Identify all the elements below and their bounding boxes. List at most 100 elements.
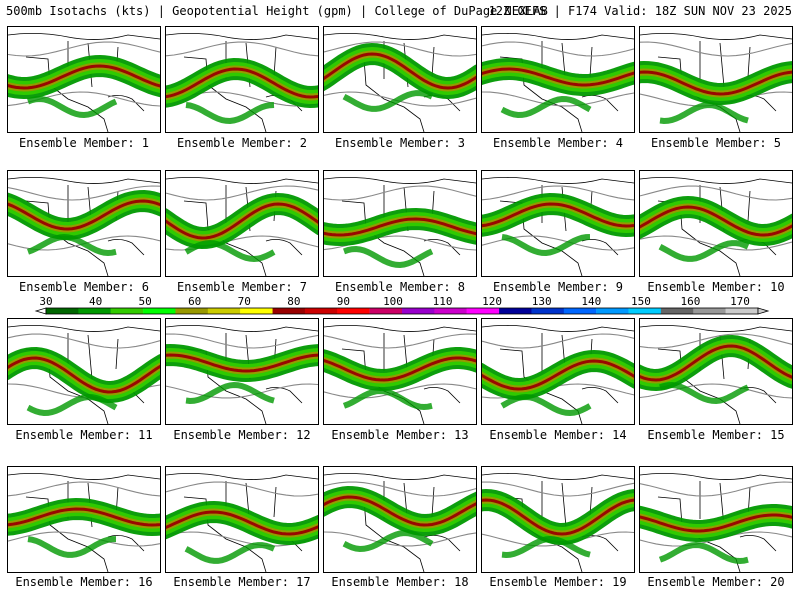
- height-contour: [482, 91, 634, 107]
- colorbar-swatch: [272, 308, 306, 314]
- colorbar-swatch: [304, 308, 338, 314]
- height-contour: [8, 481, 160, 497]
- colorbar-tick-label: 70: [238, 296, 251, 308]
- colorbar-swatch: [466, 308, 500, 314]
- colorbar-swatch: [46, 308, 79, 314]
- colorbar-tick-label: 130: [532, 296, 552, 308]
- ensemble-member-label: Ensemble Member: 15: [647, 428, 785, 442]
- ensemble-member-map: [323, 318, 477, 425]
- ensemble-member-label: Ensemble Member: 2: [176, 136, 308, 150]
- colorbar-tick-label: 60: [188, 296, 201, 308]
- ensemble-member-map: [481, 170, 635, 277]
- ensemble-member-map: [481, 26, 635, 133]
- ensemble-member-label: Ensemble Member: 10: [647, 280, 785, 294]
- colorbar-arrow-right: [757, 307, 770, 315]
- isotach-colorbar: 30 40 50 60 70 80 90 100 110 120 130 140 150 160 170: [34, 296, 770, 315]
- ensemble-member-map: [323, 170, 477, 277]
- colorbar-swatch: [78, 308, 111, 314]
- colorbar-tick-label: 170: [730, 296, 750, 308]
- isotach-band: [27, 536, 116, 558]
- ensemble-member-map: [639, 466, 793, 573]
- height-contour: [166, 185, 318, 201]
- ensemble-member-label: Ensemble Member: 9: [492, 280, 624, 294]
- colorbar-tick-label: 80: [287, 296, 300, 308]
- isotach-band: [324, 52, 476, 90]
- colorbar-arrow-left: [34, 307, 47, 315]
- ensemble-member-map: [165, 318, 319, 425]
- colorbar-swatch: [110, 308, 144, 314]
- height-contour: [640, 383, 792, 399]
- colorbar-swatch: [725, 308, 759, 314]
- ensemble-member-label: Ensemble Member: 4: [492, 136, 624, 150]
- coastline-outline: [8, 177, 160, 276]
- ensemble-member-label: Ensemble Member: 13: [331, 428, 469, 442]
- isotach-band: [166, 202, 318, 240]
- height-contour: [482, 333, 634, 349]
- ensemble-member-map: [7, 170, 161, 277]
- ensemble-member-map: [639, 318, 793, 425]
- height-contour: [166, 41, 318, 57]
- isotach-band: [324, 495, 476, 527]
- isotach-band: [166, 510, 318, 536]
- header-valid-time: 12Z GEFS | F174 Valid: 18Z SUN NOV 23 20…: [488, 4, 792, 18]
- colorbar-swatch: [499, 308, 532, 314]
- ensemble-member-label: Ensemble Member: 14: [489, 428, 627, 442]
- height-contour: [166, 383, 318, 399]
- isotach-band: [640, 344, 792, 382]
- height-contour: [324, 41, 476, 57]
- height-contour: [8, 41, 160, 57]
- height-contour: [640, 185, 792, 201]
- colorbar-swatch: [337, 308, 370, 314]
- ensemble-member-label: Ensemble Member: 12: [173, 428, 311, 442]
- ensemble-member-label: Ensemble Member: 6: [18, 280, 150, 294]
- ensemble-member-label: Ensemble Member: 8: [334, 280, 466, 294]
- coastline-outline: [324, 177, 476, 276]
- isotach-band: [482, 202, 634, 228]
- isotach-band: [501, 234, 591, 257]
- isotach-band: [184, 542, 276, 564]
- isotach-band: [659, 101, 749, 125]
- height-contour: [640, 41, 792, 57]
- colorbar-swatch: [175, 308, 209, 314]
- height-contour: [166, 481, 318, 497]
- isotach-band: [640, 70, 792, 96]
- ensemble-member-label: Ensemble Member: 7: [176, 280, 308, 294]
- ensemble-member-map: [639, 170, 793, 277]
- height-contour: [166, 333, 318, 349]
- isotach-band: [640, 205, 792, 237]
- colorbar-swatch: [693, 308, 726, 314]
- colorbar-tick-label: 160: [680, 296, 700, 308]
- colorbar-tick-label: 120: [482, 296, 502, 308]
- colorbar-swatch: [531, 308, 565, 314]
- colorbar-swatch: [434, 308, 467, 314]
- isotach-band: [482, 67, 634, 87]
- ensemble-member-map: [639, 26, 793, 133]
- colorbar-tick-label: 30: [39, 296, 52, 308]
- colorbar-swatch: [402, 308, 435, 314]
- isotach-band: [184, 239, 276, 263]
- isotach-band: [8, 356, 160, 394]
- isotach-band: [342, 529, 434, 553]
- ensemble-member-label: Ensemble Member: 11: [15, 428, 153, 442]
- coastline-outline: [482, 33, 634, 132]
- colorbar-swatch: [596, 308, 629, 314]
- isotach-band: [8, 507, 160, 527]
- ensemble-member-label: Ensemble Member: 20: [647, 575, 785, 589]
- coastline-outline: [8, 33, 160, 132]
- height-contour: [640, 481, 792, 497]
- height-contour: [482, 41, 634, 57]
- ensemble-member-map: [165, 170, 319, 277]
- colorbar-tick-label: 100: [383, 296, 403, 308]
- map-header: 500mb Isotachs (kts) | Geopotential Heig…: [0, 0, 800, 22]
- isotach-band: [324, 356, 476, 382]
- ensemble-member-map: [7, 466, 161, 573]
- height-contour: [482, 481, 634, 497]
- isotach-band: [342, 387, 433, 411]
- isotach-band: [659, 381, 750, 405]
- colorbar-swatch: [143, 308, 176, 314]
- isotach-band: [166, 67, 318, 99]
- height-contour: [324, 383, 476, 399]
- isotach-band: [343, 245, 434, 269]
- height-contour: [8, 333, 160, 349]
- colorbar-swatch: [628, 308, 662, 314]
